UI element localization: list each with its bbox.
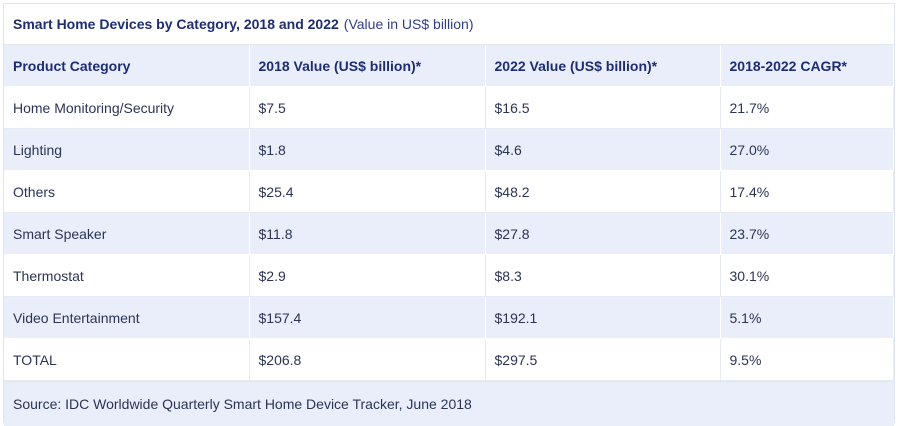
header-row: Product Category 2018 Value (US$ billion…: [4, 45, 894, 87]
table-cell: Home Monitoring/Security: [4, 86, 250, 129]
table-cell: $157.4: [249, 296, 486, 339]
table-cell: $206.8: [249, 338, 486, 381]
data-table: Product Category 2018 Value (US$ billion…: [4, 45, 894, 381]
table-title-row: Smart Home Devices by Category, 2018 and…: [4, 4, 894, 45]
column-header: 2022 Value (US$ billion)*: [485, 45, 721, 87]
column-header: 2018 Value (US$ billion)*: [249, 45, 486, 87]
table-cell: 9.5%: [720, 338, 894, 381]
table-row: Others $25.4 $48.2 17.4%: [4, 170, 894, 213]
table-cell: $8.3: [485, 254, 721, 297]
table-cell: TOTAL: [4, 338, 250, 381]
table-row: TOTAL $206.8 $297.5 9.5%: [4, 338, 894, 381]
table-title: Smart Home Devices by Category, 2018 and…: [13, 16, 339, 32]
table-row: Thermostat $2.9 $8.3 30.1%: [4, 254, 894, 297]
table-cell: Smart Speaker: [4, 212, 250, 255]
table-row: Lighting $1.8 $4.6 27.0%: [4, 128, 894, 171]
table-cell: $11.8: [249, 212, 486, 255]
source-note: Source: IDC Worldwide Quarterly Smart Ho…: [4, 381, 894, 426]
table-cell: Lighting: [4, 128, 250, 171]
table-row: Smart Speaker $11.8 $27.8 23.7%: [4, 212, 894, 255]
table-body: Home Monitoring/Security $7.5 $16.5 21.7% Li…: [4, 86, 894, 381]
table-cell: $4.6: [485, 128, 721, 171]
column-header: Product Category: [4, 45, 250, 87]
table-cell: $16.5: [485, 86, 721, 129]
table-row: Home Monitoring/Security $7.5 $16.5 21.7%: [4, 86, 894, 129]
table-cell: 17.4%: [720, 170, 894, 213]
table-cell: Others: [4, 170, 250, 213]
table-cell: Thermostat: [4, 254, 250, 297]
table-cell: $297.5: [485, 338, 721, 381]
column-header: 2018-2022 CAGR*: [720, 45, 894, 87]
table-cell: $48.2: [485, 170, 721, 213]
table-cell: 30.1%: [720, 254, 894, 297]
table-cell: Video Entertainment: [4, 296, 250, 339]
table-cell: $7.5: [249, 86, 486, 129]
table-cell: 5.1%: [720, 296, 894, 339]
table-cell: $2.9: [249, 254, 486, 297]
table-cell: 21.7%: [720, 86, 894, 129]
table-subtitle: (Value in US$ billion): [343, 16, 474, 32]
table-cell: $1.8: [249, 128, 486, 171]
data-table-card: Smart Home Devices by Category, 2018 and…: [3, 3, 895, 426]
table-cell: $25.4: [249, 170, 486, 213]
table-cell: $192.1: [485, 296, 721, 339]
table-cell: 23.7%: [720, 212, 894, 255]
table-cell: $27.8: [485, 212, 721, 255]
table-row: Video Entertainment $157.4 $192.1 5.1%: [4, 296, 894, 339]
table-cell: 27.0%: [720, 128, 894, 171]
